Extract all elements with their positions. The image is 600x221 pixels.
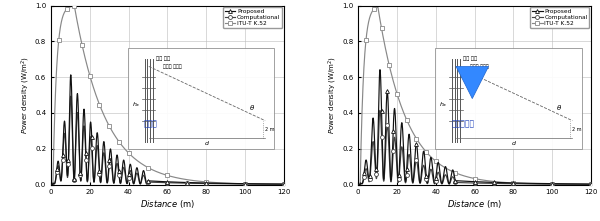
Text: 틸트 각도: 틸트 각도 [463, 56, 477, 61]
FancyBboxPatch shape [435, 48, 581, 149]
Text: 다이폴: 다이폴 [144, 120, 158, 129]
Text: 틸트 각도: 틸트 각도 [156, 56, 170, 61]
Polygon shape [456, 66, 488, 99]
Text: $h_a$: $h_a$ [132, 100, 140, 109]
Text: 2 m: 2 m [572, 127, 582, 132]
Text: 무선국 안데나: 무선국 안데나 [470, 64, 489, 69]
Text: 배열안데나: 배열안데나 [451, 120, 475, 129]
X-axis label: $\mathit{Distance}$ (m): $\mathit{Distance}$ (m) [140, 198, 195, 210]
X-axis label: $\mathit{Distance}$ (m): $\mathit{Distance}$ (m) [447, 198, 502, 210]
Legend: Proposed, Computational, ITU-T K.52: Proposed, Computational, ITU-T K.52 [530, 7, 589, 28]
Legend: Proposed, Computational, ITU-T K.52: Proposed, Computational, ITU-T K.52 [223, 7, 282, 28]
Text: $\theta$: $\theta$ [249, 103, 255, 112]
Y-axis label: $\mathit{P}$ower density (W/m$^2$): $\mathit{P}$ower density (W/m$^2$) [327, 56, 340, 134]
Text: 무선국 안데나: 무선국 안데나 [163, 64, 181, 69]
Text: $d$: $d$ [511, 139, 517, 147]
FancyBboxPatch shape [128, 48, 274, 149]
Text: $h_a$: $h_a$ [439, 100, 448, 109]
Text: $d$: $d$ [204, 139, 210, 147]
Y-axis label: $\mathit{P}$ower density (W/m$^2$): $\mathit{P}$ower density (W/m$^2$) [20, 56, 32, 134]
Text: $\theta$: $\theta$ [556, 103, 562, 112]
Text: 2 m: 2 m [265, 127, 275, 132]
